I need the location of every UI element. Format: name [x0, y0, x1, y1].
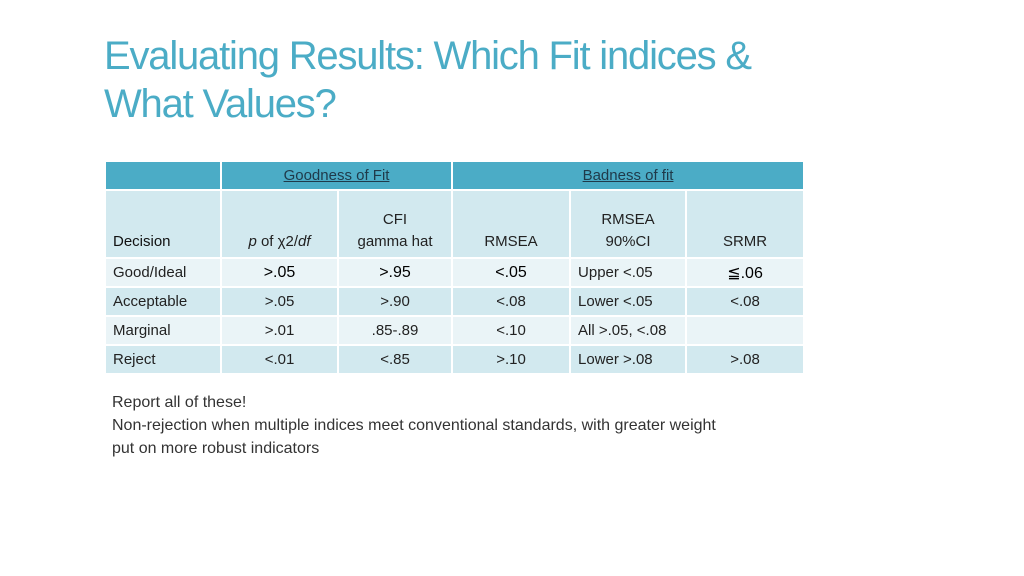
decision-cell: Good/Ideal	[104, 257, 222, 288]
table-row: Acceptable >.05 >.90 <.08 Lower <.05 <.0…	[104, 286, 806, 317]
notes-text-block: Report all of these! Non-rejection when …	[112, 391, 812, 460]
p-cell: >.05	[220, 286, 339, 317]
empty-header-cell	[104, 160, 222, 191]
p-symbol: p	[248, 233, 257, 250]
title-line-1: Evaluating Results: Which Fit indices &	[104, 34, 752, 78]
p-cell: >.01	[220, 315, 339, 346]
srmr-cell: <.08	[685, 286, 806, 317]
srmr-cell: ≦.06	[685, 257, 806, 288]
goodness-of-fit-label: Goodness of Fit	[283, 167, 390, 184]
badness-of-fit-label: Badness of fit	[582, 167, 674, 184]
note-line-2: Non-rejection when multiple indices meet…	[112, 417, 716, 434]
note-line-3: put on more robust indicators	[112, 440, 320, 457]
srmr-column-header: SRMR	[685, 189, 806, 259]
table-row: Good/Ideal >.05 >.95 <.05 Upper <.05 ≦.0…	[104, 257, 806, 288]
decision-column-header: Decision	[104, 189, 222, 259]
cfi-cell: >.95	[336, 257, 454, 288]
rmsea-ci-cell: Upper <.05	[569, 257, 688, 288]
page-title: Evaluating Results: Which Fit indices & …	[104, 32, 904, 128]
srmr-cell: >.08	[685, 344, 806, 375]
cfi-column-header: CFI gamma hat	[336, 189, 454, 259]
rmsea-cell: <.05	[451, 257, 572, 288]
title-line-2: What Values?	[104, 82, 337, 126]
decision-cell: Reject	[104, 344, 222, 375]
rmsea-ci-header-line-1: RMSEA	[601, 211, 655, 228]
cfi-cell: >.90	[336, 286, 454, 317]
p-cell: >.05	[220, 257, 339, 288]
cfi-header-line-1: CFI	[382, 211, 408, 228]
goodness-of-fit-header: Goodness of Fit	[219, 160, 454, 191]
rmsea-ci-header-line-2: 90%CI	[605, 233, 651, 250]
cfi-header-line-2: gamma hat	[357, 233, 433, 250]
note-line-1: Report all of these!	[112, 394, 247, 411]
rmsea-ci-cell: All >.05, <.08	[569, 315, 688, 346]
rmsea-column-header: RMSEA	[451, 189, 572, 259]
srmr-cell	[685, 315, 806, 346]
decision-cell: Marginal	[104, 315, 222, 346]
rmsea-ci-cell: Lower >.08	[569, 344, 688, 375]
chi-square-text: of χ2/	[256, 233, 299, 250]
table-row: Reject <.01 <.85 >.10 Lower >.08 >.08	[104, 344, 806, 375]
rmsea-ci-cell: Lower <.05	[569, 286, 688, 317]
decision-cell: Acceptable	[104, 286, 222, 317]
df-symbol: df	[298, 233, 311, 250]
cfi-cell: <.85	[336, 344, 454, 375]
table-column-header-row: Decision p of χ2/df CFI gamma hat RMSEA …	[104, 189, 806, 259]
fit-indices-table: Goodness of Fit Badness of fit Decision …	[104, 160, 806, 375]
p-cell: <.01	[220, 344, 339, 375]
rmsea-cell: <.08	[451, 286, 572, 317]
rmsea-cell: <.10	[451, 315, 572, 346]
cfi-cell: .85-.89	[336, 315, 454, 346]
rmsea-cell: >.10	[451, 344, 572, 375]
p-chi-df-column-header: p of χ2/df	[220, 189, 339, 259]
badness-of-fit-header: Badness of fit	[451, 160, 806, 191]
rmsea-ci-column-header: RMSEA 90%CI	[569, 189, 688, 259]
table-group-header-row: Goodness of Fit Badness of fit	[104, 160, 806, 191]
table-row: Marginal >.01 .85-.89 <.10 All >.05, <.0…	[104, 315, 806, 346]
